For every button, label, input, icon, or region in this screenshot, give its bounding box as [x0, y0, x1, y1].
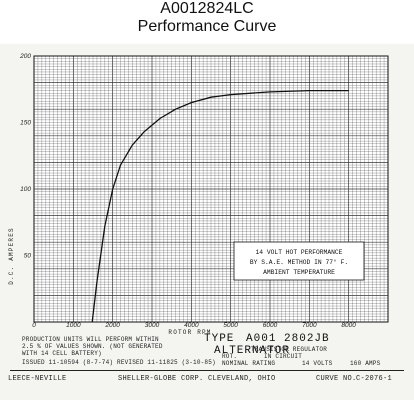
- issue-note: ISSUED 11-10594 (8-7-74) REVISED 11-1182…: [22, 359, 216, 366]
- x-tick-label: 1000: [66, 322, 81, 329]
- y-tick-label: 50: [24, 253, 32, 260]
- y-tick-label: 100: [20, 186, 31, 193]
- alternator-label: ALTERNATOR: [214, 345, 291, 357]
- plot-border: [33, 55, 389, 323]
- chart-grid: [33, 55, 389, 323]
- curve-number: C-2076-1: [356, 375, 393, 383]
- footer-rule: [10, 370, 404, 371]
- rating-amps: 160 AMPS: [350, 360, 381, 367]
- rating-label: NOMINAL RATING: [222, 360, 276, 367]
- x-tick-label: 3000: [145, 322, 160, 329]
- chart-ticks: 0 1000 2000 3000 4000 5000 6000 7000 8000 50 100 15…: [19, 53, 356, 329]
- regulator-label: TRANSISTOR REGULATOR: [251, 346, 328, 353]
- note-line-2: 2.5 % OF VALUES SHOWN. (NOT GENERATED: [22, 343, 163, 350]
- y-tick-label: 150: [20, 120, 31, 127]
- annotation-line-2: BY S.A.E. METHOD IN 77° F.: [250, 258, 348, 266]
- x-tick-label: 0: [32, 322, 36, 329]
- note-line-1: PRODUCTION UNITS WILL PERFORM WITHIN: [22, 336, 159, 343]
- y-tick-label: 200: [19, 53, 31, 60]
- x-tick-label: 8000: [341, 322, 356, 329]
- x-axis-label: ROTOR RPM: [168, 329, 211, 336]
- x-tick-label: 6000: [263, 322, 278, 329]
- performance-chart: 0 1000 2000 3000 4000 5000 6000 7000 8000 50 100 15…: [8, 53, 389, 336]
- x-tick-label: 5000: [223, 322, 238, 329]
- annotation-box: 14 VOLT HOT PERFORMANCE BY S.A.E. METHOD…: [233, 241, 365, 281]
- in-circuit-label: IN CIRCUIT: [264, 353, 303, 360]
- rotor-label: ROT.: [222, 353, 238, 360]
- company-name: LEECE-NEVILLE: [8, 375, 67, 383]
- note-line-3: WITH 14 CELL BATTERY): [22, 350, 102, 357]
- series-line: [91, 89, 349, 323]
- company-address: SHELLER-GLOBE CORP. CLEVELAND, OHIO: [118, 375, 276, 383]
- annotation-line-1: 14 VOLT HOT PERFORMANCE: [256, 249, 343, 256]
- rating-volts: 14 VOLTS: [302, 360, 333, 367]
- type-number: A001 2802JB: [246, 333, 330, 345]
- curve-label: CURVE NO.: [316, 375, 357, 383]
- x-tick-label: 2000: [104, 322, 120, 329]
- page-subtitle: Performance Curve: [137, 18, 277, 35]
- chart-sheet: 0 1000 2000 3000 4000 5000 6000 7000 8000 50 100 15…: [0, 44, 414, 400]
- y-axis-label: D.C. AMPERES: [8, 227, 15, 285]
- type-label: TYPE: [204, 333, 235, 345]
- x-tick-label: 7000: [302, 322, 317, 329]
- x-tick-label: 4000: [184, 322, 199, 329]
- annotation-line-3: AMBIENT TEMPERATURE: [263, 269, 335, 276]
- page-title: A0012824LC: [160, 0, 254, 17]
